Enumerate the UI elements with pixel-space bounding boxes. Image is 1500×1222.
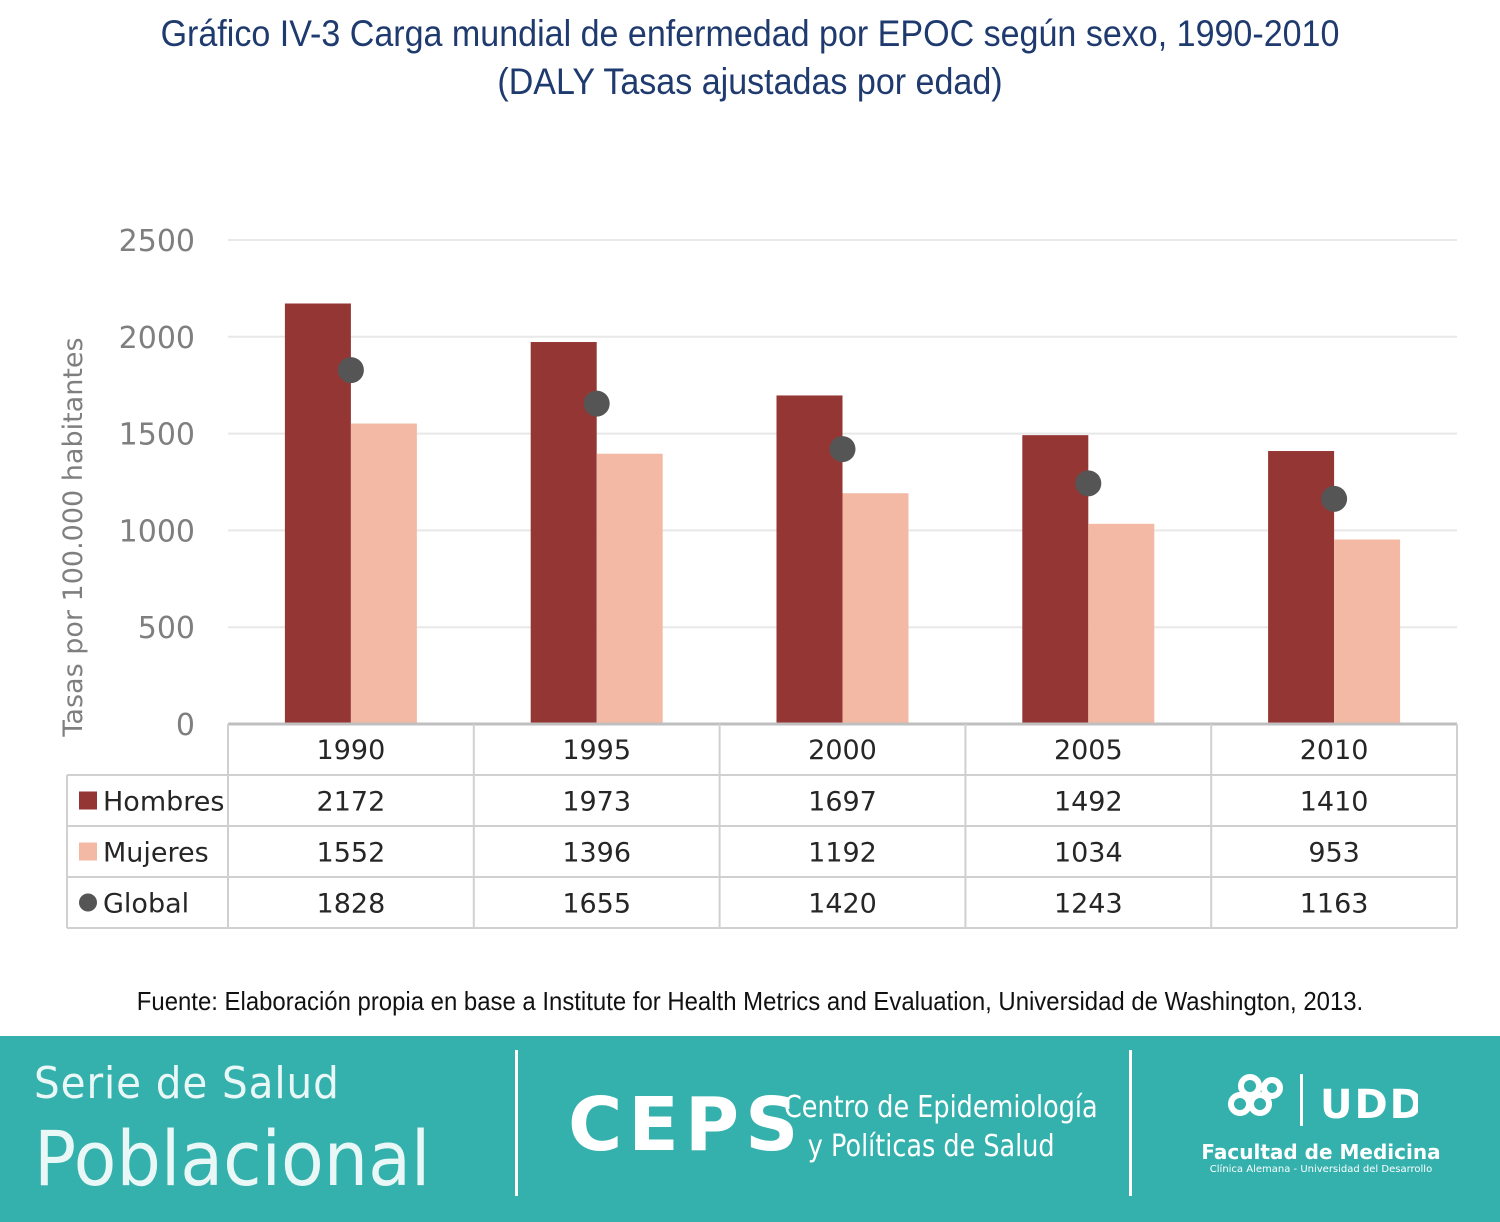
marker-global-2000	[829, 436, 856, 463]
markers	[337, 357, 1348, 512]
legend-swatch-global	[79, 893, 97, 912]
facultad-label: Facultad de Medicina	[1201, 1140, 1441, 1164]
ceps-name-line2: y Políticas de Salud	[807, 1129, 1055, 1164]
table-category-label: 2010	[1300, 735, 1369, 766]
chart-title-line2: (DALY Tasas ajustadas por edad)	[497, 61, 1003, 102]
table-value-global: 1420	[808, 889, 877, 920]
legend-label-global: Global	[103, 889, 189, 920]
table-value-mujeres: 1034	[1054, 838, 1123, 869]
serie-label: Serie de Salud	[34, 1058, 340, 1109]
y-tick-label: 2500	[119, 224, 195, 259]
table-value-hombres: 1492	[1054, 787, 1123, 818]
legend-swatch-mujeres	[79, 842, 97, 861]
udd-logo-text: UDD	[1320, 1082, 1418, 1128]
legend-label-mujeres: Mujeres	[103, 838, 209, 869]
table-value-mujeres: 1552	[317, 838, 386, 869]
bar-mujeres-2000	[842, 493, 909, 724]
table-value-global: 1828	[317, 889, 386, 920]
table-value-hombres: 1410	[1300, 787, 1369, 818]
table-category-label: 2000	[808, 735, 877, 766]
table-value-hombres: 1973	[562, 787, 631, 818]
bars	[228, 303, 1457, 726]
y-tick-label: 500	[138, 611, 195, 646]
table-value-hombres: 2172	[317, 787, 386, 818]
table-value-global: 1163	[1300, 889, 1369, 920]
y-tick-label: 1500	[119, 418, 195, 453]
y-tick-label: 2000	[119, 321, 195, 356]
table-value-global: 1243	[1054, 889, 1123, 920]
clinica-label: Clínica Alemana - Universidad del Desarr…	[1209, 1164, 1433, 1175]
table-value-mujeres: 1396	[562, 838, 631, 869]
legend-label-hombres: Hombres	[103, 787, 224, 818]
udd-logo-icon: UDD	[1228, 1074, 1418, 1128]
table-value-global: 1655	[562, 889, 631, 920]
y-tick-label: 0	[176, 708, 195, 743]
ceps-name: Centro de Epidemiología y Políticas de S…	[784, 1088, 1098, 1166]
y-axis-label: Tasas por 100.000 habitantes	[58, 337, 89, 737]
table-category-label: 2005	[1054, 735, 1123, 766]
bar-mujeres-1990	[350, 423, 417, 724]
table-value-mujeres: 953	[1308, 838, 1360, 869]
legend-swatch-hombres	[79, 791, 97, 810]
chart-title-line1: Gráfico IV-3 Carga mundial de enfermedad…	[160, 13, 1340, 54]
table-category-label: 1990	[317, 735, 386, 766]
footer-divider	[515, 1050, 518, 1196]
footer-banner: Serie de Salud Poblacional CEPS Centro d…	[0, 1036, 1500, 1222]
chart-title: Gráfico IV-3 Carga mundial de enfermedad…	[60, 10, 1440, 106]
marker-global-1990	[337, 357, 364, 384]
bar-mujeres-2005	[1088, 523, 1155, 724]
data-table: 1990 1995 2000 2005 2010 Hombres 2172 1973 1697 1…	[66, 724, 1458, 929]
ceps-name-line1: Centro de Epidemiología	[784, 1090, 1098, 1125]
bar-mujeres-1995	[596, 453, 663, 724]
poblacional-label: Poblacional	[34, 1114, 431, 1203]
marker-global-2005	[1075, 470, 1102, 497]
footer-divider	[1129, 1050, 1132, 1196]
marker-global-1995	[583, 390, 610, 417]
bar-mujeres-2010	[1334, 539, 1401, 724]
table-category-label: 1995	[562, 735, 631, 766]
y-tick-label: 1000	[119, 514, 195, 549]
table-value-hombres: 1697	[808, 787, 877, 818]
ceps-logo: CEPS	[568, 1082, 805, 1168]
table-value-mujeres: 1192	[808, 838, 877, 869]
marker-global-2010	[1321, 485, 1348, 512]
y-tick-labels: 0 500 1000 1500 2000 2500	[119, 224, 195, 743]
source-note: Fuente: Elaboración propia en base a Ins…	[136, 986, 1364, 1016]
